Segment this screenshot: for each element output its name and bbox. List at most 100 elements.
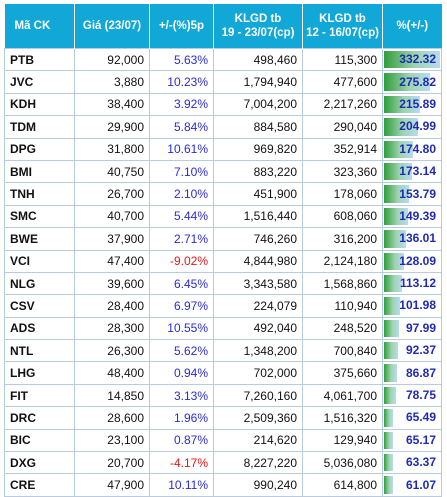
table-row: VCI 47,400 -9.02% 4,844,980 2,124,180 128.09	[4, 249, 442, 273]
change-cell: 5.84%	[149, 115, 214, 139]
price-cell: 29,900	[74, 115, 150, 139]
percent-value: 113.12	[399, 276, 436, 291]
percent-data-bar	[384, 207, 409, 226]
table-row: CRE 47,900 10.11% 990,240 614,800 61.07	[4, 473, 442, 497]
volume-week2-cell: 375,660	[302, 361, 383, 385]
percent-change-cell: 86.87	[382, 361, 442, 385]
percent-change-cell: 101.98	[382, 294, 442, 318]
volume-week1-cell: 3,343,580	[213, 271, 303, 296]
header-price: Giá (23/07)	[74, 4, 150, 49]
change-cell: 6.97%	[149, 294, 214, 318]
table-row: SMC 40,700 5.44% 1,516,440 608,060 149.39	[4, 204, 442, 229]
volume-week1-cell: 7,260,160	[213, 383, 303, 408]
volume-week2-cell: 1,516,320	[302, 406, 383, 430]
change-cell: -4.17%	[149, 451, 214, 475]
percent-change-cell: 149.39	[382, 204, 442, 229]
price-cell: 48,400	[74, 361, 150, 385]
price-cell: 3,880	[74, 70, 150, 94]
stock-table-container: Mã CK Giá (23/07) +/-(%)5p KLGD tb 19 - …	[4, 4, 442, 497]
header-code: Mã CK	[4, 4, 75, 49]
stock-volume-table: Mã CK Giá (23/07) +/-(%)5p KLGD tb 19 - …	[4, 4, 442, 497]
price-cell: 47,900	[74, 473, 150, 497]
volume-week2-cell: 323,360	[302, 159, 383, 184]
volume-week1-cell: 492,040	[213, 316, 303, 341]
volume-week2-cell: 608,060	[302, 204, 383, 229]
volume-week2-cell: 2,124,180	[302, 249, 383, 273]
change-cell: 7.10%	[149, 159, 214, 184]
change-cell: 10.11%	[149, 473, 214, 497]
table-row: PTB 92,000 5.63% 498,460 115,300 332.32	[4, 47, 442, 72]
stock-code: CRE	[4, 473, 75, 497]
percent-change-cell: 63.37	[382, 451, 442, 475]
change-cell: 5.44%	[149, 204, 214, 229]
volume-week2-cell: 477,600	[302, 70, 383, 94]
volume-week2-cell: 248,520	[302, 316, 383, 341]
stock-code: BMI	[4, 159, 75, 184]
volume-week2-cell: 614,800	[302, 473, 383, 497]
table-row: TDM 29,900 5.84% 884,580 290,040 204.99	[4, 115, 442, 139]
stock-code: JVC	[4, 70, 75, 94]
stock-code: BIC	[4, 428, 75, 453]
price-cell: 92,000	[74, 47, 150, 72]
percent-change-cell: 65.49	[382, 406, 442, 430]
header-volume-week2: KLGD tb 12 - 16/07(cp)	[302, 4, 383, 49]
volume-week1-cell: 990,240	[213, 473, 303, 497]
percent-value: 78.75	[405, 388, 436, 403]
table-row: TNH 26,700 2.10% 451,900 178,060 153.79	[4, 182, 442, 206]
price-cell: 40,750	[74, 159, 150, 184]
percent-data-bar	[384, 319, 400, 338]
volume-week2-cell: 290,040	[302, 115, 383, 139]
table-row: BWE 37,900 2.71% 746,260 316,200 136.01	[4, 227, 442, 251]
percent-change-cell: 136.01	[382, 227, 442, 251]
stock-code: LHG	[4, 361, 75, 385]
header-percent-change: %(+/-)	[382, 4, 442, 49]
percent-value: 173.14	[399, 164, 436, 179]
volume-week1-cell: 451,900	[213, 182, 303, 206]
price-cell: 47,400	[74, 249, 150, 273]
stock-code: CSV	[4, 294, 75, 318]
table-row: BMI 40,750 7.10% 883,220 323,360 173.14	[4, 159, 442, 184]
header-volume-week2-line2: 12 - 16/07(cp)	[306, 27, 379, 39]
percent-value: 136.01	[399, 231, 436, 246]
stock-code: BWE	[4, 227, 75, 251]
header-volume-week1: KLGD tb 19 - 23/07(cp)	[213, 4, 303, 49]
volume-week2-cell: 4,061,700	[302, 383, 383, 408]
stock-code: NTL	[4, 339, 75, 363]
price-cell: 20,700	[74, 451, 150, 475]
table-row: LHG 48,400 0.94% 702,000 375,660 86.87	[4, 361, 442, 385]
stock-code: TDM	[4, 115, 75, 139]
stock-code: DRC	[4, 406, 75, 430]
price-cell: 39,600	[74, 271, 150, 296]
percent-value: 174.80	[399, 141, 436, 156]
percent-value: 275.82	[399, 74, 436, 89]
volume-week1-cell: 1,516,440	[213, 204, 303, 229]
header-volume-week1-line1: KLGD tb	[234, 13, 282, 25]
volume-week2-cell: 316,200	[302, 227, 383, 251]
table-row: FIT 14,850 3.13% 7,260,160 4,061,700 78.75	[4, 383, 442, 408]
percent-value: 128.09	[399, 253, 436, 268]
table-row: DPG 31,800 10.61% 969,820 352,914 174.80	[4, 137, 442, 161]
percent-value: 204.99	[399, 119, 436, 134]
volume-week1-cell: 1,794,940	[213, 70, 303, 94]
volume-week2-cell: 115,300	[302, 47, 383, 72]
table-header: Mã CK Giá (23/07) +/-(%)5p KLGD tb 19 - …	[4, 4, 442, 49]
percent-change-cell: 78.75	[382, 383, 442, 408]
volume-week1-cell: 4,844,980	[213, 249, 303, 273]
volume-week2-cell: 2,217,260	[302, 92, 383, 117]
volume-week1-cell: 224,079	[213, 294, 303, 318]
volume-week1-cell: 969,820	[213, 137, 303, 161]
percent-value: 86.87	[405, 365, 436, 380]
change-cell: 3.92%	[149, 92, 214, 117]
volume-week1-cell: 8,227,220	[213, 451, 303, 475]
percent-data-bar	[384, 409, 394, 427]
price-cell: 28,400	[74, 294, 150, 318]
percent-change-cell: 173.14	[382, 159, 442, 184]
percent-value: 153.79	[399, 186, 436, 201]
percent-change-cell: 61.07	[382, 473, 442, 497]
percent-data-bar	[384, 297, 400, 315]
volume-week1-cell: 7,004,200	[213, 92, 303, 117]
volume-week1-cell: 702,000	[213, 361, 303, 385]
percent-value: 97.99	[405, 320, 436, 335]
percent-change-cell: 128.09	[382, 249, 442, 273]
stock-code: FIT	[4, 383, 75, 408]
